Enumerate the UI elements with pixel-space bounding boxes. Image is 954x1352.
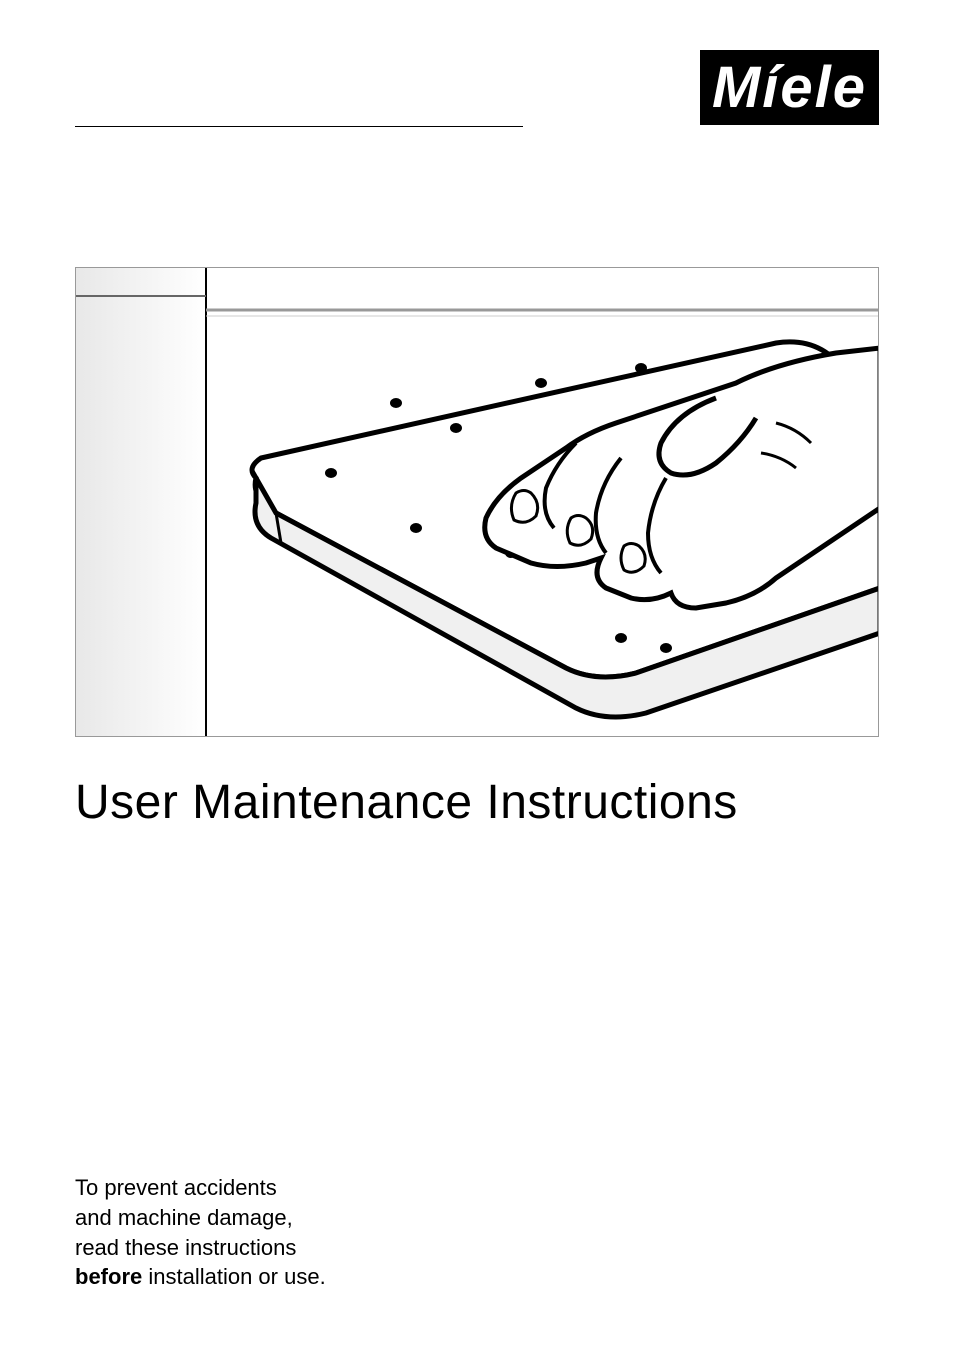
warning-emphasis: before — [75, 1264, 142, 1289]
logo-container: Míele — [700, 50, 879, 125]
warning-line-4-rest: installation or use. — [142, 1264, 325, 1289]
warning-line-4: before installation or use. — [75, 1262, 326, 1292]
warning-notice: To prevent accidents and machine damage,… — [75, 1173, 326, 1292]
warning-line-2: and machine damage, — [75, 1203, 326, 1233]
logo-text: Míele — [712, 55, 867, 120]
document-title: User Maintenance Instructions — [75, 775, 738, 830]
brand-logo: Míele — [700, 50, 879, 125]
warning-line-3: read these instructions — [75, 1233, 326, 1263]
header-divider — [75, 126, 523, 127]
illustration-frame — [75, 267, 879, 737]
warning-line-1: To prevent accidents — [75, 1173, 326, 1203]
document-page: Míele — [0, 0, 954, 1352]
hand-sponge-illustration — [76, 268, 879, 737]
